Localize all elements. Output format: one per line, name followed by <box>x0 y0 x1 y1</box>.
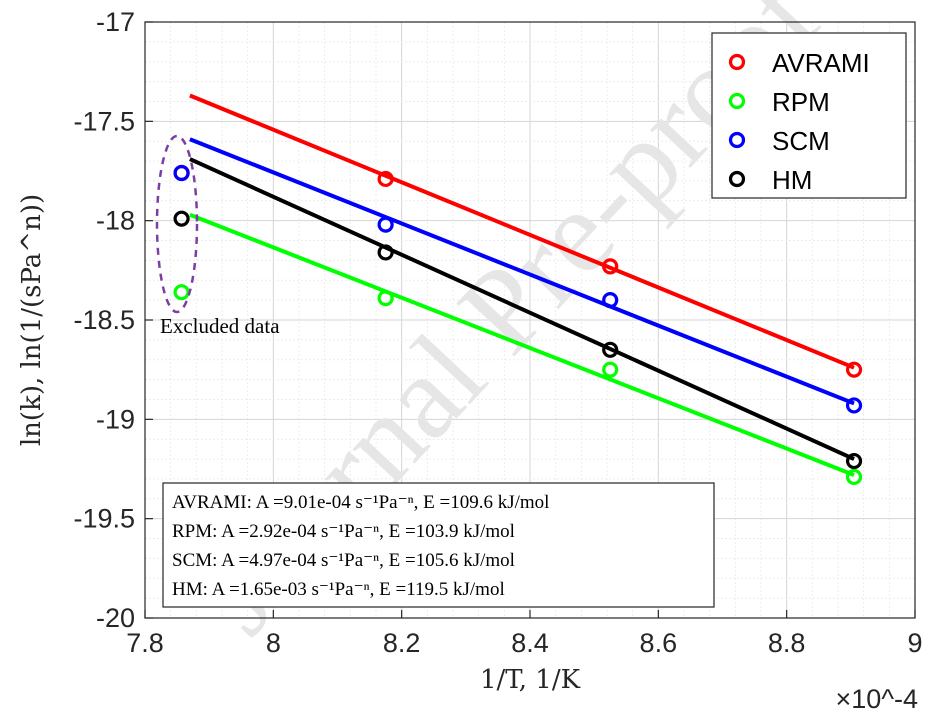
annotation-avrami: AVRAMI: A =9.01e-04 s⁻¹Pa⁻ⁿ, E =109.6 kJ… <box>172 492 549 513</box>
x-tick-label: 8.4 <box>511 628 549 658</box>
y-tick-label: -18.5 <box>73 305 135 335</box>
fit-line-scm <box>189 137 855 406</box>
legend-marker-rpm <box>728 92 746 110</box>
point-hm <box>173 210 190 227</box>
legend-marker-avrami <box>728 53 746 71</box>
point-scm <box>377 216 394 233</box>
point-scm <box>602 292 619 309</box>
x-tick-label: 9 <box>907 628 922 658</box>
point-rpm <box>602 361 619 378</box>
fit-line-rpm <box>189 212 855 477</box>
point-scm <box>845 397 863 414</box>
x-tick-label: 8 <box>266 628 281 658</box>
annotation-box: AVRAMI: A =9.01e-04 s⁻¹Pa⁻ⁿ, E =109.6 kJ… <box>162 482 715 608</box>
fit-lines <box>189 93 855 477</box>
x-tick-label: 8.6 <box>640 628 678 658</box>
x-axis-exponent: ×10^-4 <box>836 684 918 714</box>
point-rpm <box>173 284 190 301</box>
annotation-scm: SCM: A =4.97e-04 s⁻¹Pa⁻ⁿ, E =105.6 kJ/mo… <box>172 550 515 571</box>
legend-marker-hm <box>728 170 746 188</box>
y-ticks: -17 -17.5 -18 -18.5 -19 -19.5 -20 <box>73 7 153 633</box>
x-ticks: 7.8 8 8.2 8.4 8.6 8.8 9 <box>126 610 923 658</box>
y-tick-label: -17 <box>96 7 135 37</box>
point-hm <box>602 341 619 358</box>
legend: AVRAMI RPM SCM HM <box>711 32 907 199</box>
y-tick-label: -20 <box>96 603 135 633</box>
x-tick-label: 7.8 <box>126 628 164 658</box>
y-tick-label: -17.5 <box>73 106 135 136</box>
legend-label-rpm: RPM <box>772 87 830 117</box>
annotation-rpm: RPM: A =2.92e-04 s⁻¹Pa⁻ⁿ, E =103.9 kJ/mo… <box>172 521 515 542</box>
x-tick-label: 8.2 <box>383 628 421 658</box>
legend-marker-scm <box>728 131 746 149</box>
point-hm <box>377 244 394 261</box>
y-tick-label: -19.5 <box>73 504 135 534</box>
point-avrami <box>602 258 619 275</box>
x-axis-label: 1/T, 1/K <box>480 665 581 695</box>
point-scm <box>173 164 190 182</box>
y-tick-label: -19 <box>96 404 135 434</box>
excluded-data-ellipse <box>155 134 199 314</box>
point-avrami <box>377 170 394 188</box>
legend-label-avrami: AVRAMI <box>772 48 870 78</box>
legend-label-hm: HM <box>772 165 812 195</box>
point-rpm <box>377 290 394 307</box>
point-avrami <box>845 361 863 378</box>
legend-label-scm: SCM <box>772 126 830 156</box>
y-axis-label: ln(k), ln(1/(sPa^n)) <box>17 194 47 446</box>
fit-line-avrami <box>189 93 855 370</box>
fit-line-hm <box>189 157 855 461</box>
x-tick-label: 8.8 <box>768 628 806 658</box>
point-rpm <box>845 468 863 486</box>
point-hm <box>845 452 863 470</box>
y-tick-label: -18 <box>96 206 135 236</box>
annotation-hm: HM: A =1.65e-03 s⁻¹Pa⁻ⁿ, E =119.5 kJ/mol <box>172 579 505 600</box>
excluded-data-label: Excluded data <box>160 314 280 338</box>
data-points <box>173 164 863 486</box>
